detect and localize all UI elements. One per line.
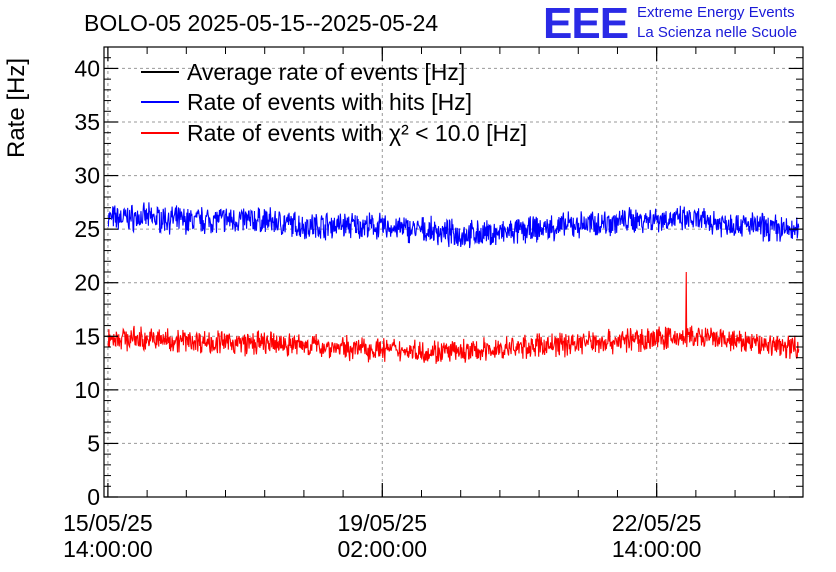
y-tick-label: 10 bbox=[74, 377, 100, 403]
axes: 051015202530354015/05/2514:00:0019/05/25… bbox=[63, 46, 803, 562]
y-tick-label: 15 bbox=[74, 323, 100, 349]
x-tick-label-date: 19/05/25 bbox=[338, 510, 428, 536]
x-tick-label-time: 14:00:00 bbox=[63, 536, 153, 562]
x-tick-label-date: 15/05/25 bbox=[63, 510, 153, 536]
y-tick-label: 0 bbox=[87, 484, 100, 510]
chart-title: BOLO-05 2025-05-15--2025-05-24 bbox=[84, 10, 439, 36]
y-tick-label: 20 bbox=[74, 270, 100, 296]
series-line-2 bbox=[107, 271, 800, 364]
legend-label-1: Rate of events with hits [Hz] bbox=[187, 89, 472, 115]
series-line-1 bbox=[107, 202, 800, 249]
logo-line-1: Extreme Energy Events bbox=[637, 4, 795, 21]
legend: Average rate of events [Hz] Rate of event… bbox=[141, 59, 527, 146]
logo-line-2: La Scienza nelle Scuole bbox=[637, 24, 798, 41]
y-tick-label: 5 bbox=[87, 430, 100, 456]
x-tick-label-date: 22/05/25 bbox=[612, 510, 702, 536]
y-tick-label: 35 bbox=[74, 109, 100, 135]
eee-logo: EEE bbox=[543, 0, 629, 48]
x-tick-label-time: 02:00:00 bbox=[338, 536, 428, 562]
x-tick-label-time: 14:00:00 bbox=[612, 536, 702, 562]
y-tick-label: 25 bbox=[74, 216, 100, 242]
y-tick-label: 40 bbox=[74, 55, 100, 81]
legend-label-2: Rate of events with χ² < 10.0 [Hz] bbox=[187, 120, 527, 146]
legend-label-0: Average rate of events [Hz] bbox=[187, 59, 465, 85]
series-layer bbox=[107, 202, 800, 364]
y-tick-label: 30 bbox=[74, 163, 100, 189]
